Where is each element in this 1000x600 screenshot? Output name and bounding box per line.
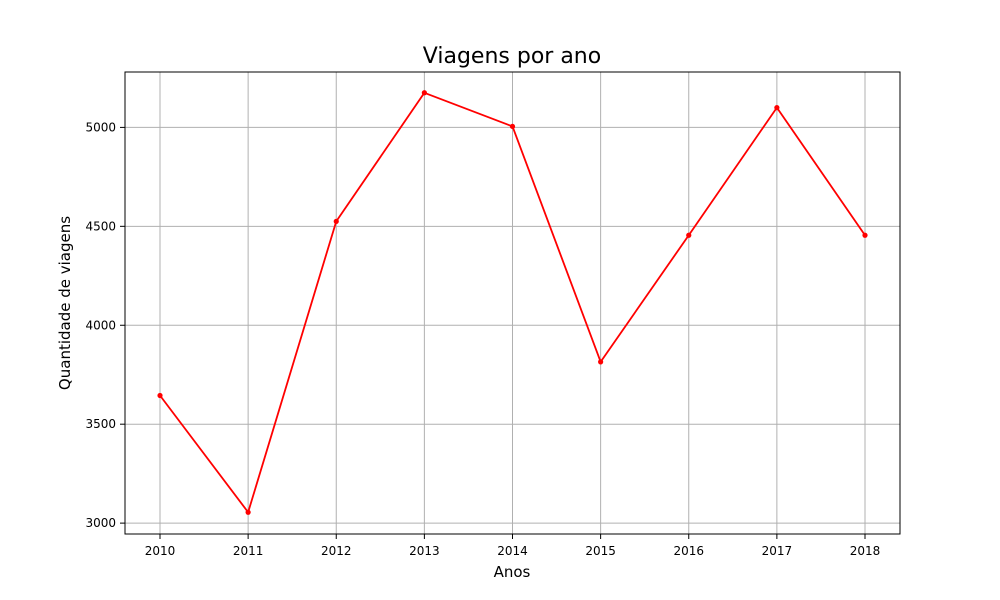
chart-title: Viagens por ano [423, 44, 601, 69]
x-tick-label: 2013 [409, 544, 440, 558]
x-tick-label: 2010 [145, 544, 176, 558]
x-tick-label: 2017 [762, 544, 793, 558]
series-markers [157, 90, 868, 515]
y-tick-label: 4500 [85, 219, 116, 233]
y-axis-ticks: 3000 3500 4000 4500 5000 [85, 120, 125, 530]
y-tick-label: 3000 [85, 516, 116, 530]
data-point [157, 392, 163, 399]
y-tick-label: 3500 [85, 417, 116, 431]
grid-lines [125, 72, 900, 534]
x-tick-label: 2015 [585, 544, 616, 558]
x-tick-label: 2012 [321, 544, 352, 558]
x-axis-label: Anos [494, 563, 531, 581]
x-tick-label: 2018 [850, 544, 881, 558]
x-axis-ticks: 2010 2011 2012 2013 2014 2015 2016 2017 2018 [145, 534, 881, 558]
data-point [421, 90, 427, 96]
y-tick-label: 4000 [85, 318, 116, 332]
data-point [862, 232, 868, 238]
y-axis-label: Quantidade de viagens [56, 216, 74, 390]
data-point [509, 123, 516, 130]
x-tick-label: 2011 [233, 544, 264, 558]
data-point [333, 218, 339, 224]
y-tick-label: 5000 [85, 120, 116, 134]
x-tick-label: 2016 [673, 544, 704, 558]
data-point [598, 359, 604, 365]
data-point [245, 509, 251, 515]
data-point [774, 105, 780, 111]
x-tick-label: 2014 [497, 544, 528, 558]
data-point [686, 232, 692, 238]
